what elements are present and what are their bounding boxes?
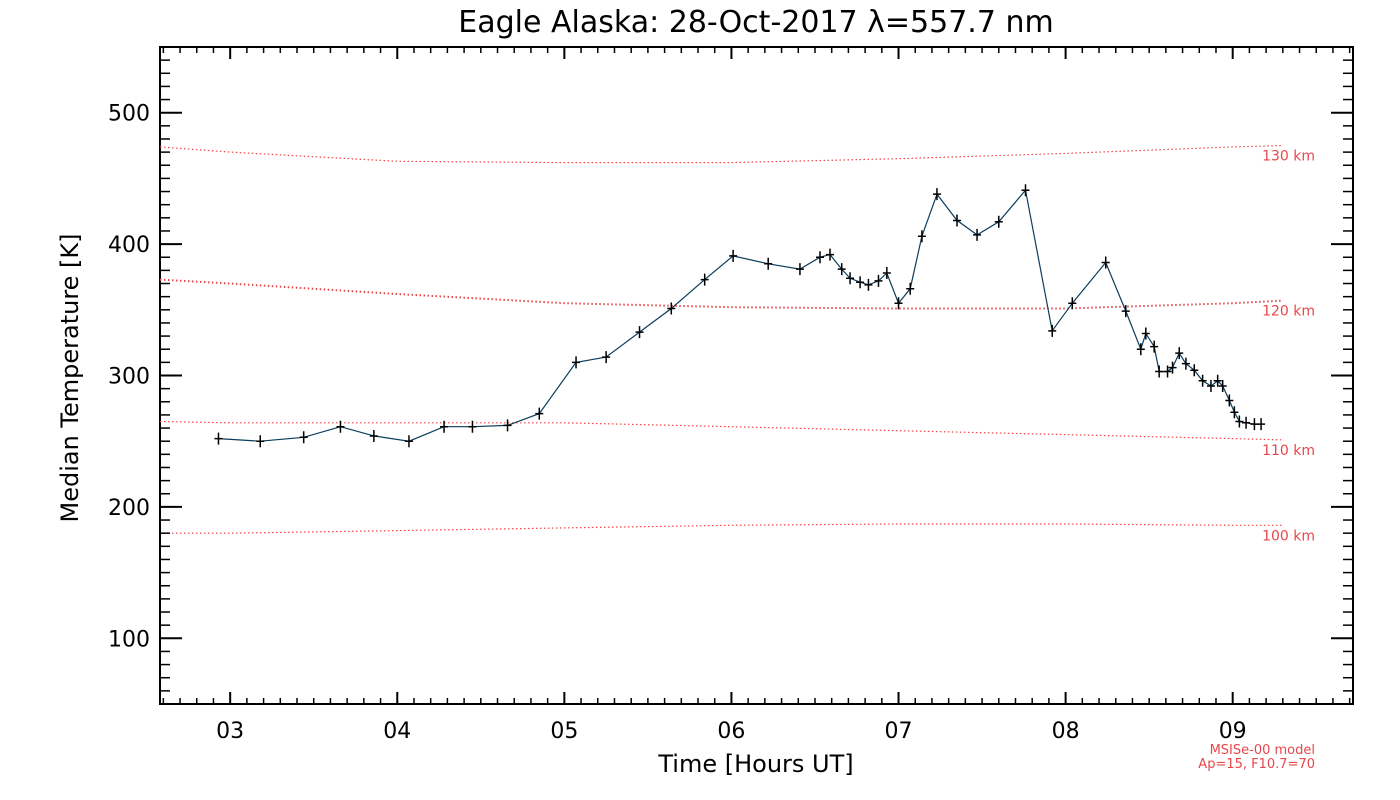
data-point [1048, 324, 1057, 337]
y-tick-label: 500 [108, 102, 150, 127]
data-point [846, 272, 855, 285]
data-point [1150, 340, 1159, 353]
data-point [572, 356, 581, 369]
plot-frame [159, 46, 1354, 705]
data-point [1121, 305, 1130, 318]
data-point [1068, 297, 1077, 310]
axis-ticks [160, 47, 1353, 704]
model-curve-120-km [159, 278, 1283, 310]
data-series [214, 184, 1266, 448]
data-point [1163, 365, 1172, 378]
data-point [973, 228, 982, 241]
model-curve-130-km [159, 145, 1283, 164]
data-point [764, 257, 773, 270]
model-curve-label-130-km: 130 km [1262, 149, 1315, 165]
data-point [404, 435, 413, 448]
data-point [1141, 327, 1150, 340]
x-tick-label: 09 [1219, 719, 1247, 744]
data-point [1213, 374, 1222, 387]
data-point [856, 276, 865, 289]
data-point [1168, 361, 1177, 374]
data-point [535, 407, 544, 420]
model-curve-label-120-km: 120 km [1262, 304, 1315, 320]
data-point [1218, 380, 1227, 393]
data-point [700, 273, 709, 286]
y-tick-label: 300 [108, 365, 150, 390]
data-point [932, 188, 941, 201]
data-point [1021, 184, 1030, 197]
data-point [602, 351, 611, 364]
data-point [214, 432, 223, 445]
x-axis-label: Time [Hours UT] [657, 750, 853, 778]
model-note-line-1: MSISe-00 model [1210, 743, 1315, 758]
data-point [994, 215, 1003, 228]
tick-labels: 03 04 05 06 07 08 09 100 200 300 400 500 [108, 102, 1247, 744]
data-point [1155, 365, 1164, 378]
model-curve-label-100-km: 100 km [1262, 528, 1315, 544]
data-point [1257, 418, 1266, 431]
data-point [882, 267, 891, 280]
x-tick-label: 03 [216, 719, 244, 744]
x-tick-label: 07 [885, 719, 913, 744]
data-point [1230, 406, 1239, 419]
data-point [917, 230, 926, 243]
data-point [815, 251, 824, 264]
y-tick-label: 100 [108, 627, 150, 652]
x-tick-label: 08 [1052, 719, 1080, 744]
data-point [894, 297, 903, 310]
data-point [953, 214, 962, 227]
data-point [635, 326, 644, 339]
data-point [503, 419, 512, 432]
data-point [1136, 343, 1145, 356]
y-axis-label: Median Temperature [K] [56, 233, 84, 522]
model-curve-label-110-km: 110 km [1262, 443, 1315, 459]
data-point [299, 431, 308, 444]
data-point [1101, 256, 1110, 269]
data-point [667, 302, 676, 315]
data-point [1198, 374, 1207, 387]
x-tick-label: 04 [383, 719, 411, 744]
model-curves: 130 km 120 km 110 km 100 km [159, 145, 1315, 544]
data-point [826, 248, 835, 261]
model-note-line-2: Ap=15, F10.7=70 [1198, 757, 1315, 772]
chart-title: Eagle Alaska: 28-Oct-2017 λ=557.7 nm [458, 5, 1053, 40]
data-point [1181, 357, 1190, 370]
data-point [729, 249, 738, 262]
x-tick-label: 05 [550, 719, 578, 744]
model-curve-100-km [160, 523, 1283, 534]
data-point [837, 263, 846, 276]
data-point [336, 420, 345, 433]
data-point [864, 278, 873, 291]
data-point [1225, 394, 1234, 407]
data-point [906, 282, 915, 295]
data-point [1206, 380, 1215, 393]
y-tick-label: 400 [108, 233, 150, 258]
model-curve-110-km [159, 420, 1283, 441]
data-point [1250, 418, 1259, 431]
x-tick-label: 06 [717, 719, 745, 744]
data-point [440, 420, 449, 433]
data-point [795, 263, 804, 276]
data-point [369, 429, 378, 442]
data-point [1242, 416, 1251, 429]
data-point [1235, 415, 1244, 428]
series-line [218, 188, 1262, 442]
data-point [1190, 364, 1199, 377]
y-tick-label: 200 [108, 496, 150, 521]
data-point [256, 435, 265, 448]
data-point [468, 420, 477, 433]
data-point [874, 274, 883, 287]
data-point [1175, 347, 1184, 360]
